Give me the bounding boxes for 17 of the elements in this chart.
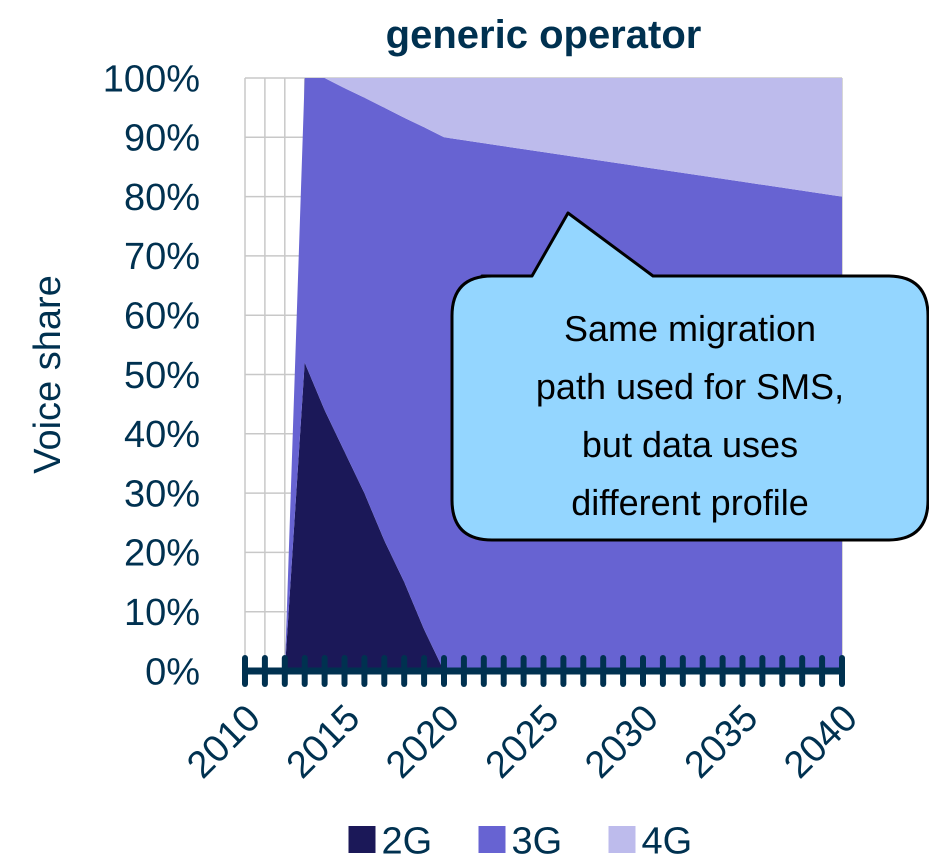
- legend-label: 4G: [642, 820, 692, 862]
- y-tick-label: 0%: [145, 651, 200, 694]
- y-tick-label: 80%: [124, 176, 200, 219]
- annotation: Same migration path used for SMS, but data uses different profile: [536, 308, 844, 523]
- y-tick-label: 60%: [124, 296, 200, 338]
- y-tick-label: 40%: [124, 414, 200, 456]
- legend-label: 2G: [382, 820, 432, 862]
- y-axis-title: Voice share: [27, 275, 69, 474]
- y-tick-label: 10%: [124, 592, 200, 634]
- y-tick-label: 30%: [124, 473, 200, 516]
- chart-title: generic operator: [386, 13, 702, 57]
- y-tick-label: 100%: [102, 58, 200, 100]
- y-tick-label: 90%: [124, 118, 200, 160]
- y-tick-label: 20%: [124, 532, 200, 575]
- y-tick-label: 50%: [124, 354, 200, 397]
- legend-label: 3G: [512, 820, 562, 862]
- y-tick-label: 70%: [124, 236, 200, 278]
